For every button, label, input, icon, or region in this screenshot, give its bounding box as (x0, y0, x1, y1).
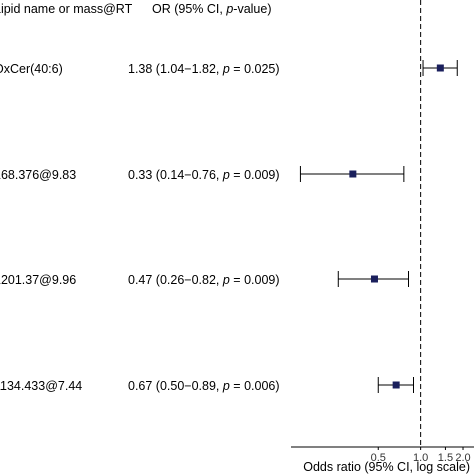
or-column-header-p: p (225, 2, 233, 16)
forest-row: 1134.433@7.44 0.67 (0.50−0.89, p = 0.006) (0, 377, 415, 393)
x-axis-ticks: 0.5 1.0 1.5 2.0 (371, 447, 471, 464)
forest-row: 168.376@9.83 0.33 (0.14−0.76, p = 0.009) (0, 166, 405, 182)
row-p-symbol: p (222, 273, 230, 287)
row-or-value: 1.38 (1.04−1.82, (128, 62, 223, 76)
name-column-header: Lipid name or mass@RT (0, 2, 133, 16)
x-tick-label: 1.0 (413, 452, 428, 464)
forest-row: OxCer(40:6) 1.38 (1.04−1.82, p = 0.025) (0, 60, 458, 76)
row-or-label: 1.38 (1.04−1.82, p = 0.025) (128, 62, 280, 76)
row-name-label: 168.376@9.83 (0, 168, 76, 182)
or-column-header-prefix: OR (95% CI, (152, 2, 226, 16)
row-or-label: 0.67 (0.50−0.89, p = 0.006) (128, 379, 280, 393)
x-axis-label: Odds ratio (95% CI, log scale) (303, 460, 470, 474)
row-p-value: = 0.009) (230, 168, 280, 182)
row-p-value: = 0.006) (230, 379, 280, 393)
row-or-label: 0.33 (0.14−0.76, p = 0.009) (128, 168, 280, 182)
row-or-value: 0.33 (0.14−0.76, (128, 168, 223, 182)
row-name-label: 1134.433@7.44 (0, 379, 82, 393)
row-name-label: OxCer(40:6) (0, 62, 63, 76)
row-p-value: = 0.025) (230, 62, 280, 76)
row-p-symbol: p (222, 62, 230, 76)
row-p-symbol: p (222, 379, 230, 393)
row-p-value: = 0.009) (230, 273, 280, 287)
or-column-header: OR (95% CI, p-value) (152, 2, 272, 16)
row-or-label: 0.47 (0.26−0.82, p = 0.009) (128, 273, 280, 287)
odds-ratio-point (370, 275, 378, 283)
forest-rows: OxCer(40:6) 1.38 (1.04−1.82, p = 0.025) 16… (0, 60, 458, 393)
x-tick-label: 2.0 (455, 452, 470, 464)
or-column-header-suffix: -value) (233, 2, 271, 16)
odds-ratio-point (436, 64, 444, 72)
odds-ratio-point (392, 381, 400, 389)
row-or-value: 0.47 (0.26−0.82, (128, 273, 223, 287)
x-tick-label: 1.5 (438, 452, 453, 464)
row-name-label: 1201.37@9.96 (0, 273, 76, 287)
x-tick-label: 0.5 (371, 452, 386, 464)
row-p-symbol: p (222, 168, 230, 182)
odds-ratio-point (349, 170, 357, 178)
forest-row: 1201.37@9.96 0.47 (0.26−0.82, p = 0.009) (0, 271, 410, 287)
row-or-value: 0.67 (0.50−0.89, (128, 379, 223, 393)
